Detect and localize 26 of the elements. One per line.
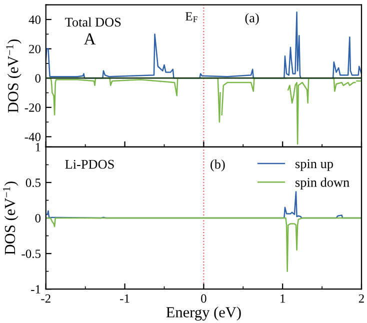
annotation: A bbox=[84, 33, 96, 44]
y-tick-label: -40 bbox=[24, 132, 41, 142]
y-tick-label: 0 bbox=[35, 214, 41, 222]
x-tick-label: 0 bbox=[201, 294, 206, 303]
annotation: Total DOS bbox=[65, 17, 121, 27]
legend-label: spin up bbox=[296, 159, 333, 171]
y-tick-label: 40 bbox=[28, 16, 41, 24]
y-tick-label: -0.5 bbox=[22, 250, 41, 258]
annotation: (b) bbox=[210, 159, 225, 172]
annotation: (a) bbox=[245, 13, 259, 26]
y-tick-label: 0 bbox=[35, 74, 41, 83]
x-tick-label: -2 bbox=[41, 294, 50, 303]
x-tick-label: 2 bbox=[358, 294, 364, 303]
legend-label: spin down bbox=[296, 178, 350, 190]
y-tick-label: 0.5 bbox=[26, 178, 41, 188]
y-axis-title: DOS (eV$^{−1}$) bbox=[3, 182, 18, 255]
x-axis-title: Energy (eV) bbox=[166, 306, 241, 321]
x-tick-label: 1 bbox=[280, 294, 285, 303]
y-tick-label: -20 bbox=[24, 103, 41, 112]
x-tick-label: -1 bbox=[120, 294, 130, 303]
y-axis-title: DOS (eV$^{−1}$) bbox=[6, 39, 22, 113]
ref-line-label: E$_{F}$ bbox=[185, 12, 198, 22]
y-tick-label: 1 bbox=[36, 143, 40, 152]
y-tick-label: -1 bbox=[31, 285, 40, 294]
y-tick-label: 20 bbox=[29, 44, 41, 54]
annotation: Li-PDOS bbox=[65, 160, 114, 169]
